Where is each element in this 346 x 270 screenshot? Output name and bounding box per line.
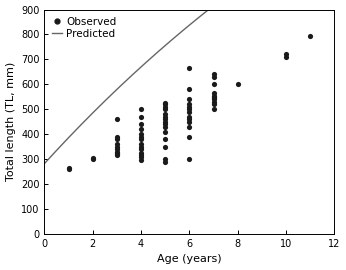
- Point: [186, 105, 192, 109]
- Point: [138, 151, 144, 155]
- Point: [138, 147, 144, 151]
- Point: [114, 151, 120, 155]
- Point: [163, 117, 168, 122]
- Point: [283, 52, 289, 57]
- Point: [211, 102, 216, 106]
- Point: [138, 144, 144, 149]
- Point: [186, 120, 192, 124]
- Point: [66, 166, 71, 170]
- Point: [114, 153, 120, 158]
- Point: [138, 115, 144, 119]
- Point: [186, 107, 192, 112]
- Point: [138, 137, 144, 141]
- Point: [163, 137, 168, 141]
- Point: [211, 93, 216, 98]
- Point: [211, 100, 216, 104]
- Point: [163, 120, 168, 124]
- Point: [114, 135, 120, 139]
- Point: [186, 125, 192, 129]
- Point: [163, 122, 168, 126]
- Point: [186, 110, 192, 114]
- Point: [163, 115, 168, 119]
- Point: [138, 127, 144, 131]
- Point: [114, 150, 120, 154]
- Point: [186, 87, 192, 92]
- Point: [186, 157, 192, 161]
- Point: [90, 157, 95, 161]
- Point: [138, 154, 144, 159]
- Point: [114, 152, 120, 156]
- Point: [211, 75, 216, 79]
- Point: [307, 33, 313, 38]
- Point: [186, 102, 192, 106]
- Legend: Observed, Predicted: Observed, Predicted: [50, 15, 119, 41]
- Point: [211, 72, 216, 77]
- Point: [163, 107, 168, 112]
- Point: [235, 82, 240, 87]
- Point: [163, 125, 168, 129]
- Point: [138, 153, 144, 158]
- Point: [186, 115, 192, 119]
- X-axis label: Age (years): Age (years): [157, 254, 222, 264]
- Point: [138, 132, 144, 136]
- Point: [211, 91, 216, 95]
- Point: [163, 130, 168, 134]
- Point: [138, 135, 144, 139]
- Point: [211, 107, 216, 112]
- Point: [163, 144, 168, 149]
- Point: [138, 158, 144, 163]
- Point: [186, 135, 192, 139]
- Point: [114, 117, 120, 122]
- Point: [114, 137, 120, 141]
- Point: [138, 122, 144, 126]
- Point: [163, 160, 168, 164]
- Y-axis label: Total length (TL, mm): Total length (TL, mm): [6, 62, 16, 181]
- Point: [114, 142, 120, 146]
- Point: [138, 142, 144, 146]
- Point: [211, 97, 216, 102]
- Point: [114, 147, 120, 151]
- Point: [163, 101, 168, 105]
- Point: [186, 117, 192, 122]
- Point: [163, 102, 168, 106]
- Point: [211, 95, 216, 99]
- Point: [66, 167, 71, 171]
- Point: [186, 97, 192, 102]
- Point: [186, 66, 192, 70]
- Point: [283, 55, 289, 59]
- Point: [163, 157, 168, 161]
- Point: [90, 156, 95, 160]
- Point: [138, 107, 144, 112]
- Point: [211, 82, 216, 87]
- Point: [114, 144, 120, 149]
- Point: [163, 105, 168, 109]
- Point: [163, 112, 168, 116]
- Point: [211, 96, 216, 100]
